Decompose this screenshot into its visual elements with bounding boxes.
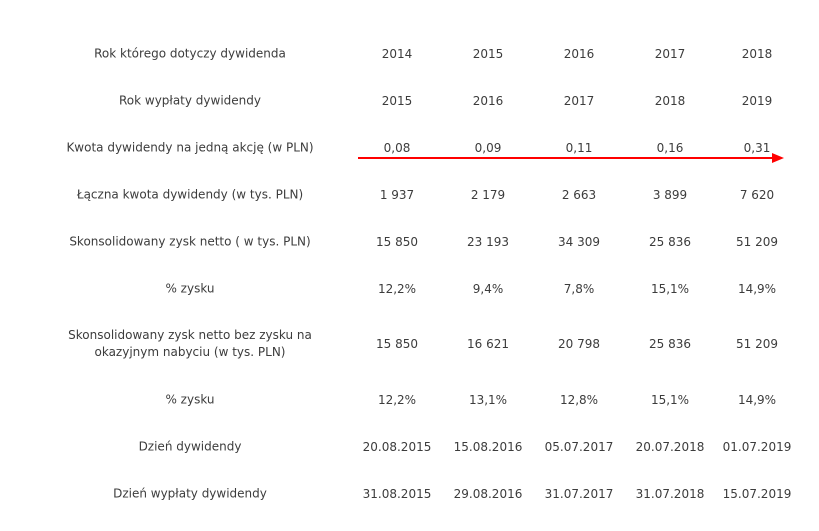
cell-value: 0,09 — [474, 141, 502, 155]
row-label: % zysku — [165, 281, 215, 296]
row-label: Kwota dywidendy na jedną akcję (w PLN) — [66, 140, 314, 155]
cell-value: 7 620 — [739, 188, 775, 202]
cell-value: 14,9% — [737, 282, 777, 296]
row-label: Skonsolidowany zysk netto bez zysku na o… — [68, 328, 312, 359]
cell-value: 2017 — [563, 94, 595, 108]
cell-value: 16 621 — [467, 337, 509, 351]
cell-value: 7,8% — [563, 282, 595, 296]
row-label: Rok wypłaty dywidendy — [118, 93, 261, 108]
cell-value: 01.07.2019 — [722, 440, 792, 454]
cell-value: 13,1% — [468, 393, 508, 407]
cell-value: 12,8% — [559, 393, 599, 407]
cell-value: 2016 — [472, 94, 504, 108]
cell-value: 2015 — [472, 47, 504, 61]
cell-value: 15.08.2016 — [453, 440, 523, 454]
cell-value: 31.07.2017 — [544, 487, 614, 501]
cell-value: 20.08.2015 — [362, 440, 432, 454]
cell-value: 2018 — [654, 94, 686, 108]
cell-value: 2018 — [741, 47, 773, 61]
cell-value: 20 798 — [558, 337, 600, 351]
cell-value: 20.07.2018 — [635, 440, 705, 454]
row-label: Dzień wypłaty dywidendy — [113, 486, 267, 501]
cell-value: 0,11 — [565, 141, 593, 155]
cell-value: 14,9% — [737, 393, 777, 407]
cell-value: 15.07.2019 — [722, 487, 792, 501]
cell-value: 12,2% — [377, 282, 417, 296]
cell-value: 0,08 — [383, 141, 411, 155]
cell-value: 51 209 — [736, 337, 778, 351]
cell-value: 12,2% — [377, 393, 417, 407]
cell-value: 2 663 — [561, 188, 597, 202]
cell-value: 1 937 — [379, 188, 415, 202]
row-label: Dzień dywidendy — [138, 439, 242, 454]
cell-value: 23 193 — [467, 235, 509, 249]
cell-value: 2019 — [741, 94, 773, 108]
row-label: Skonsolidowany zysk netto ( w tys. PLN) — [69, 234, 311, 249]
cell-value: 2016 — [563, 47, 595, 61]
cell-value: 0,16 — [656, 141, 684, 155]
row-label: % zysku — [165, 392, 215, 407]
cell-value: 3 899 — [652, 188, 688, 202]
cell-value: 31.08.2015 — [362, 487, 432, 501]
cell-value: 2014 — [381, 47, 413, 61]
cell-value: 15,1% — [650, 282, 690, 296]
cell-value: 2 179 — [470, 188, 506, 202]
cell-value: 2015 — [381, 94, 413, 108]
cell-value: 9,4% — [472, 282, 504, 296]
cell-value: 05.07.2017 — [544, 440, 614, 454]
cell-value: 15 850 — [376, 337, 418, 351]
cell-value: 15 850 — [376, 235, 418, 249]
cell-value: 25 836 — [649, 235, 691, 249]
row-label: Łączna kwota dywidendy (w tys. PLN) — [76, 187, 304, 202]
cell-value: 51 209 — [736, 235, 778, 249]
cell-value: 2017 — [654, 47, 686, 61]
row-label: Rok którego dotyczy dywidenda — [94, 46, 286, 61]
cell-value: 29.08.2016 — [453, 487, 523, 501]
cell-value: 34 309 — [558, 235, 600, 249]
cell-value: 31.07.2018 — [635, 487, 705, 501]
cell-value: 15,1% — [650, 393, 690, 407]
cell-value: 0,31 — [743, 141, 771, 155]
cell-value: 25 836 — [649, 337, 691, 351]
